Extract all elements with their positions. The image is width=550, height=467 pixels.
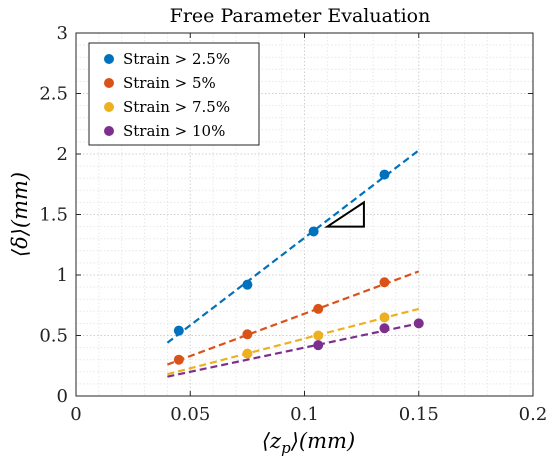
x-axis-label-text: ⟨zp⟩(mm) xyxy=(262,429,355,457)
axes: 0 0.05 0.1 0.15 0.2 0 0.5 1 1.5 2 2.5 3 xyxy=(39,23,547,425)
fit-line xyxy=(167,322,419,378)
x-tick-label: 0 xyxy=(70,404,81,425)
legend-marker xyxy=(104,126,114,136)
legend-label: Strain > 7.5% xyxy=(123,98,230,116)
legend-marker xyxy=(104,78,114,88)
slope-triangle xyxy=(324,200,365,228)
x-tick-label: 0.05 xyxy=(170,404,210,425)
data-point xyxy=(173,325,184,336)
fit-lines xyxy=(166,149,420,378)
x-axis-label: ⟨zp⟩(mm) xyxy=(262,429,355,457)
data-point xyxy=(242,348,253,359)
data-point xyxy=(379,277,390,288)
fit-line xyxy=(167,270,420,366)
data-point xyxy=(313,340,324,351)
y-axis-label-text: ⟨δ⟩(mm) xyxy=(8,172,32,257)
legend-marker xyxy=(104,54,114,64)
data-point xyxy=(173,354,184,365)
legend-label: Strain > 10% xyxy=(123,122,225,140)
legend-label: Strain > 5% xyxy=(123,74,216,92)
data-point xyxy=(413,318,424,329)
legend-box xyxy=(88,42,260,146)
y-tick-label: 2 xyxy=(57,144,68,165)
x-tick-label: 0.1 xyxy=(290,404,319,425)
slope-triangle-group xyxy=(324,200,365,228)
data-point xyxy=(379,323,390,334)
y-tick-label: 2.5 xyxy=(39,84,68,105)
data-point xyxy=(308,226,319,237)
chart-title: Free Parameter Evaluation xyxy=(170,5,431,27)
y-tick-label: 1.5 xyxy=(39,205,68,226)
legend-marker xyxy=(104,102,114,112)
data-point xyxy=(242,329,253,340)
data-point xyxy=(242,279,253,290)
data-point xyxy=(313,330,324,341)
y-tick-label: 1 xyxy=(57,265,68,286)
y-tick-label: 3 xyxy=(57,23,68,44)
legend: Strain > 2.5% Strain > 5% Strain > 7.5% Str… xyxy=(88,42,260,146)
y-axis-label: ⟨δ⟩(mm) xyxy=(8,172,32,257)
x-tick-label: 0.2 xyxy=(519,404,548,425)
data-points xyxy=(173,169,424,365)
y-tick-label: 0.5 xyxy=(39,326,68,347)
data-point xyxy=(379,169,390,180)
fit-line xyxy=(166,149,420,344)
y-tick-label: 0 xyxy=(57,386,68,407)
data-point xyxy=(379,312,390,323)
data-point xyxy=(313,303,324,314)
legend-label: Strain > 2.5% xyxy=(123,50,230,68)
x-tick-label: 0.15 xyxy=(399,404,439,425)
